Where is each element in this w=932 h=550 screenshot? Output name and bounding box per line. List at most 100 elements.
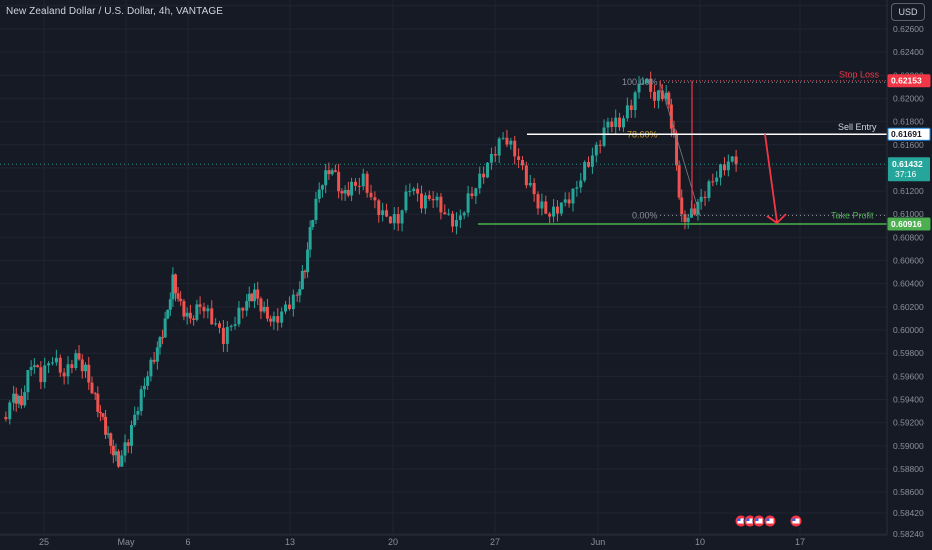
candle-body <box>343 189 347 194</box>
candle-body <box>357 185 361 187</box>
candle-body <box>202 306 206 312</box>
candle-body <box>330 170 334 175</box>
candle-body <box>262 306 266 312</box>
y-tick-label: 0.58240 <box>893 529 924 539</box>
candle-body <box>621 118 625 128</box>
candle-body <box>602 127 606 146</box>
candle-body <box>298 289 302 296</box>
candle-body <box>300 270 304 290</box>
candle-body <box>221 327 225 344</box>
candle-body <box>540 201 544 209</box>
candle-body <box>139 389 143 412</box>
candle-body <box>47 363 51 366</box>
candle-body <box>333 170 337 172</box>
candle-body <box>486 162 490 178</box>
candle-body <box>416 188 420 194</box>
candle-body <box>664 92 668 100</box>
candle-body <box>458 215 462 221</box>
x-tick-label: May <box>117 537 135 547</box>
candle-body <box>536 194 540 209</box>
candle-body <box>98 411 102 414</box>
candle-body <box>284 304 288 312</box>
y-tick-label: 0.61800 <box>893 117 924 127</box>
flag-canton-icon <box>766 518 770 521</box>
candle-body <box>70 364 74 368</box>
candle-body <box>26 370 30 393</box>
candle-body <box>462 212 466 216</box>
candle-body <box>324 170 328 186</box>
x-tick-label: 10 <box>695 537 705 547</box>
candle-body <box>340 191 344 194</box>
candle-body <box>669 104 673 129</box>
candle-body <box>256 289 260 299</box>
flag-canton-icon <box>737 518 741 521</box>
candle-body <box>123 442 127 456</box>
y-tick-label: 0.62400 <box>893 47 924 57</box>
candle-body <box>50 362 54 364</box>
candle-body <box>693 208 697 215</box>
candle-body <box>308 227 312 250</box>
candle-body <box>598 144 602 146</box>
candle-body <box>645 78 649 84</box>
candle-body <box>350 181 354 196</box>
candle-body <box>509 140 513 145</box>
candle-body <box>62 372 66 377</box>
currency-button[interactable]: USD <box>891 3 925 21</box>
candle-body <box>276 316 280 323</box>
entry-price-tag-bg <box>887 127 931 141</box>
candle-body <box>149 359 153 377</box>
stop-loss-price-tag: 0.62153 <box>891 76 922 86</box>
candle-body <box>408 191 412 193</box>
candle-body <box>489 154 493 163</box>
candle-body <box>667 92 671 105</box>
y-tick-label: 0.61200 <box>893 186 924 196</box>
candle-body <box>198 304 202 307</box>
candle-body <box>532 183 536 195</box>
candle-body <box>8 402 12 420</box>
candle-body <box>117 451 121 467</box>
candle-body <box>87 364 91 383</box>
countdown-label: 37:16 <box>895 169 917 179</box>
candle-body <box>419 193 423 209</box>
candle-body <box>435 196 439 201</box>
candle-body <box>320 185 324 190</box>
candle-body <box>641 83 645 85</box>
candle-body <box>54 357 58 363</box>
candle-body <box>80 359 84 372</box>
candle-body <box>497 138 501 156</box>
candle-body <box>575 187 579 189</box>
candle-body <box>423 195 427 209</box>
candle-body <box>707 181 711 198</box>
y-tick-label: 0.58800 <box>893 464 924 474</box>
candle-body <box>555 206 559 214</box>
candle-body <box>306 249 310 273</box>
y-tick-label: 0.61600 <box>893 140 924 150</box>
arrow-head <box>766 213 787 225</box>
flag-stripes-icon <box>792 518 800 524</box>
y-tick-label: 0.58600 <box>893 487 924 497</box>
candle-body <box>730 156 734 162</box>
candle-body <box>400 210 404 224</box>
candle-body <box>633 92 637 111</box>
candle-body <box>39 367 43 383</box>
x-tick-label: 17 <box>795 537 805 547</box>
candle-body <box>548 213 552 217</box>
x-tick-label: 27 <box>490 537 500 547</box>
price-axis <box>887 0 932 550</box>
candle-body <box>660 90 664 100</box>
candle-body <box>120 455 124 467</box>
candle-body <box>517 156 521 161</box>
y-tick-label: 0.60600 <box>893 256 924 266</box>
x-tick-label: 25 <box>39 537 49 547</box>
candle-body <box>677 165 681 198</box>
candle-body <box>158 337 162 348</box>
candle-body <box>715 177 719 182</box>
candle-body <box>314 198 318 221</box>
candle-body <box>385 210 389 217</box>
candle-body <box>247 293 251 302</box>
stop-loss-price-tag-bg <box>887 74 931 88</box>
stop-loss-label: Stop Loss <box>839 70 880 80</box>
candle-body <box>259 298 263 312</box>
candle-body <box>14 393 18 404</box>
